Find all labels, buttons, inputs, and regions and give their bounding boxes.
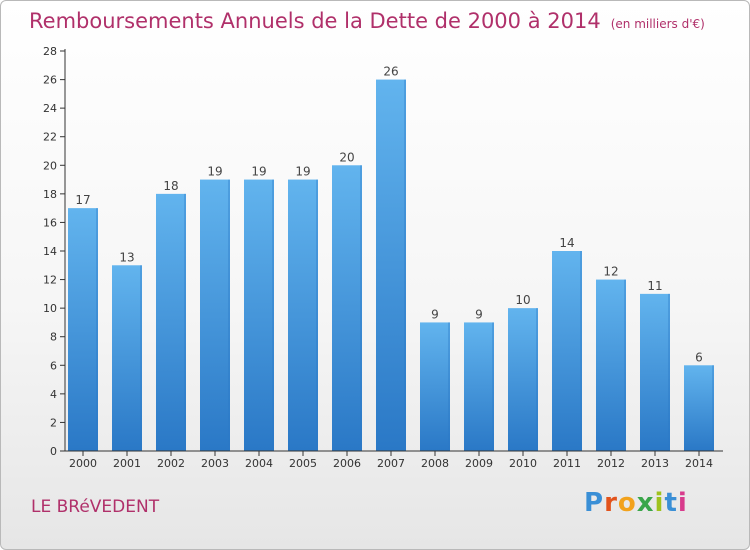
data-label: 10 [515, 293, 530, 307]
y-tick-label: 24 [43, 102, 57, 115]
bar [376, 79, 406, 452]
x-tick-label: 2004 [245, 457, 273, 470]
y-tick-label: 18 [43, 188, 57, 201]
bar-edge [580, 251, 582, 451]
bar [200, 179, 230, 452]
bar [508, 308, 538, 451]
y-tick-label: 6 [50, 359, 57, 372]
bar-edge [448, 322, 450, 451]
bar-edge [668, 293, 670, 451]
x-tick-label: 2011 [553, 457, 581, 470]
bar-edge [404, 79, 406, 452]
bar-edge [712, 365, 714, 451]
y-tick-label: 28 [43, 45, 57, 58]
x-tick-label: 2007 [377, 457, 405, 470]
chart-title-text: Remboursements Annuels de la Dette de 20… [29, 9, 601, 33]
bar [464, 322, 494, 451]
bar-edge [492, 322, 494, 451]
y-tick-label: 16 [43, 216, 57, 229]
bar-edge [96, 208, 98, 451]
logo-letter: P [584, 488, 605, 518]
y-tick-label: 4 [50, 388, 57, 401]
bar-edge [184, 193, 186, 451]
y-tick-label: 2 [50, 416, 57, 429]
data-label: 18 [163, 179, 178, 193]
y-tick-label: 20 [43, 159, 57, 172]
x-tick-label: 2002 [157, 457, 185, 470]
x-tick-label: 2005 [289, 457, 317, 470]
y-tick-label: 8 [50, 331, 57, 344]
data-label: 12 [603, 265, 618, 279]
y-tick-label: 14 [43, 245, 57, 258]
x-tick-label: 2010 [509, 457, 537, 470]
logo-letter: i [654, 488, 665, 518]
logo-letter: x [636, 488, 655, 518]
bar [68, 208, 98, 451]
chart-title: Remboursements Annuels de la Dette de 20… [29, 9, 705, 33]
data-label: 17 [75, 193, 90, 207]
bar [288, 179, 318, 452]
bar [244, 179, 274, 452]
logo-letter: t [664, 488, 678, 518]
bar [684, 365, 714, 451]
x-tick-label: 2012 [597, 457, 625, 470]
bar-edge [360, 165, 362, 452]
x-tick-label: 2013 [641, 457, 669, 470]
data-label: 6 [695, 350, 703, 364]
proxiti-logo: Proxiti [584, 488, 688, 518]
data-label: 19 [207, 165, 222, 179]
bar [156, 193, 186, 451]
y-tick-label: 12 [43, 274, 57, 287]
x-tick-label: 2008 [421, 457, 449, 470]
bar-edge [624, 279, 626, 451]
data-label: 19 [295, 165, 310, 179]
bar [112, 265, 142, 451]
data-label: 20 [339, 150, 354, 164]
y-tick-label: 0 [50, 445, 57, 458]
x-tick-label: 2003 [201, 457, 229, 470]
bar-edge [228, 179, 230, 452]
logo-letter: r [604, 488, 618, 518]
x-tick-label: 2009 [465, 457, 493, 470]
data-label: 9 [475, 307, 483, 321]
commune-name: LE BRéVEDENT [31, 497, 160, 517]
logo-letter: i [677, 488, 688, 518]
x-tick-label: 2006 [333, 457, 361, 470]
data-label: 9 [431, 307, 439, 321]
data-label: 14 [559, 236, 574, 250]
bar-edge [316, 179, 318, 452]
x-tick-label: 2001 [113, 457, 141, 470]
x-tick-label: 2000 [69, 457, 97, 470]
bar [332, 165, 362, 452]
bar-edge [140, 265, 142, 451]
bar [552, 251, 582, 451]
data-label: 26 [383, 65, 398, 79]
data-label: 13 [119, 250, 134, 264]
bar-edge [536, 308, 538, 451]
bar [640, 293, 670, 451]
bar-edge [272, 179, 274, 452]
x-tick-label: 2014 [685, 457, 713, 470]
data-label: 19 [251, 165, 266, 179]
bar [596, 279, 626, 451]
chart-unit: (en milliers d'€) [610, 17, 705, 31]
bar [420, 322, 450, 451]
y-tick-label: 26 [43, 74, 57, 87]
y-tick-label: 22 [43, 131, 57, 144]
logo-letter: o [617, 488, 637, 518]
y-tick-label: 10 [43, 302, 57, 315]
data-label: 11 [647, 279, 662, 293]
